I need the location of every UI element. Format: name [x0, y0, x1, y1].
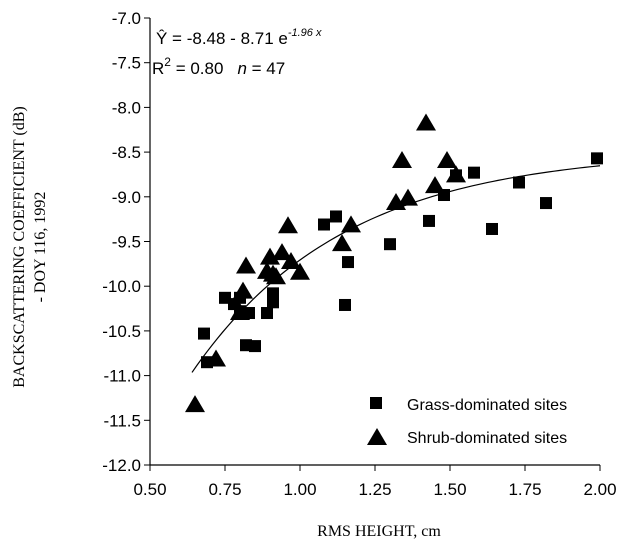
grass-point: [267, 287, 279, 300]
x-axis-title: RMS HEIGHT, cm: [317, 523, 441, 540]
y-tick-label: -11.5: [104, 411, 142, 430]
grass-point: [330, 210, 342, 223]
shrub-point: [416, 113, 436, 131]
r2-superscript: 2: [164, 55, 171, 69]
x-tick-label: 1.25: [358, 480, 391, 499]
shrub-point: [266, 267, 286, 285]
legend-marker-grass: [370, 397, 382, 409]
y-axis-title-line2: - DOY 116, 1992: [32, 192, 49, 303]
x-tick-label: 2.00: [583, 480, 616, 499]
y-tick-label: -11.0: [104, 367, 142, 386]
x-tick-label: 1.75: [508, 480, 541, 499]
grass-point: [339, 298, 351, 311]
equation-exponent: -1.96 x: [288, 27, 322, 39]
data-points: [185, 113, 603, 413]
x-tick-label: 0.50: [133, 480, 166, 499]
axes: [144, 17, 601, 471]
y-tick-label: -7.5: [112, 54, 141, 73]
y-tick-label: -8.0: [112, 98, 141, 117]
shrub-point: [281, 252, 301, 270]
x-tick-label: 1.00: [283, 480, 316, 499]
x-tick-label: 1.50: [433, 480, 466, 499]
grass-point: [318, 218, 330, 231]
grass-point: [486, 222, 498, 235]
tick-labels: -7.0 -7.5 -8.0 -8.5 -9.0 -9.5 -10.0 -10.5 -11.0 -…: [102, 9, 616, 499]
shrub-point: [437, 151, 457, 169]
shrub-point: [386, 193, 406, 211]
grass-point: [342, 256, 354, 269]
y-tick-label: -10.5: [102, 322, 141, 341]
grass-point: [468, 166, 480, 179]
x-tick-label: 0.75: [208, 480, 241, 499]
legend-label-grass: Grass-dominated sites: [407, 397, 567, 414]
shrub-point: [425, 176, 445, 194]
shrub-point: [341, 215, 361, 233]
grass-point: [591, 152, 603, 165]
shrub-point: [392, 151, 412, 169]
grass-point: [198, 327, 210, 340]
y-tick-label: -12.0: [102, 456, 141, 475]
grass-point: [261, 307, 273, 320]
y-tick-label: -10.0: [102, 277, 141, 296]
shrub-point: [260, 247, 280, 265]
n-value: = 47: [247, 59, 285, 78]
y-tick-label: -9.5: [112, 233, 141, 252]
r2-line: R2 = 0.80 n = 47: [152, 55, 285, 78]
shrub-point: [278, 216, 298, 234]
r2-value: = 0.80: [171, 59, 223, 78]
shrub-point: [206, 349, 226, 367]
grass-point: [423, 214, 435, 227]
shrub-point: [185, 395, 205, 413]
y-tick-label: -9.0: [112, 188, 141, 207]
shrub-point: [230, 303, 250, 321]
equation-line: Ŷ = -8.48 - 8.71 e-1.96 x: [156, 27, 322, 48]
grass-point: [513, 176, 525, 189]
shrub-point: [233, 281, 253, 299]
grass-point: [384, 238, 396, 251]
grass-point: [249, 340, 261, 353]
shrub-point: [272, 243, 292, 261]
grass-point: [540, 197, 552, 210]
r2-label: R: [152, 59, 164, 78]
y-tick-label: -7.0: [112, 9, 141, 28]
shrub-point: [332, 234, 352, 252]
legend-marker-shrub: [367, 428, 387, 445]
y-tick-label: -8.5: [112, 143, 141, 162]
legend-label-shrub: Shrub-dominated sites: [407, 430, 567, 447]
equation-text: Ŷ = -8.48 - 8.71 e: [156, 29, 288, 48]
n-label: n: [237, 59, 246, 78]
legend: Grass-dominated sites Shrub-dominated si…: [367, 397, 567, 447]
y-axis-title-line1: BACKSCATTERING COEFFICIENT (dB): [11, 106, 28, 388]
shrub-point: [236, 256, 256, 274]
shrub-point: [446, 165, 466, 183]
shrub-point: [290, 262, 310, 280]
shrub-point: [398, 188, 418, 206]
